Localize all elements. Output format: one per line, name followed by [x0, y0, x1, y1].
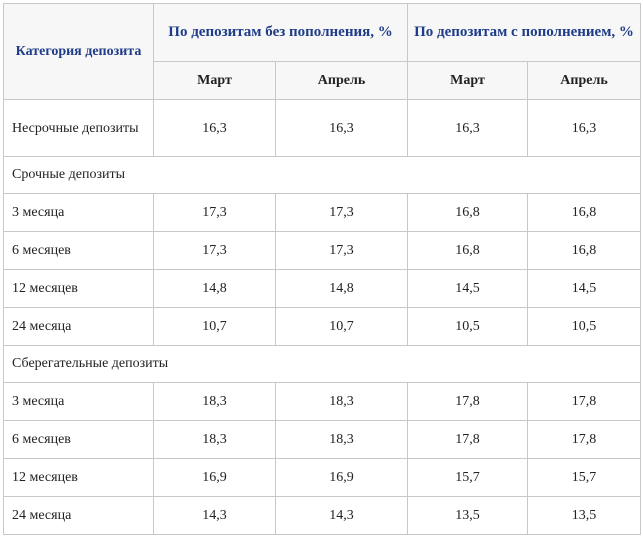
header-month: Апрель: [275, 61, 408, 100]
rate-cell: 16,9: [153, 458, 276, 497]
rate-cell: 18,3: [275, 382, 408, 421]
section-row: Срочные депозиты: [3, 156, 641, 194]
row-label: 3 месяца: [3, 382, 154, 421]
rate-cell: 15,7: [407, 458, 528, 497]
rate-cell: 10,7: [275, 307, 408, 346]
rate-cell: 17,8: [407, 382, 528, 421]
header-group-with-topup: По депозитам с пополнением, %: [407, 3, 641, 62]
section-row: Сберегательные депозиты: [3, 345, 641, 383]
rate-cell: 16,8: [407, 231, 528, 270]
rate-cell: 17,3: [275, 193, 408, 232]
header-month: Март: [407, 61, 528, 100]
table-row: 3 месяца 17,3 17,3 16,8 16,8: [3, 193, 641, 232]
rate-cell: 17,3: [275, 231, 408, 270]
header-category: Категория депозита: [3, 3, 154, 100]
table-row: 24 месяца 10,7 10,7 10,5 10,5: [3, 307, 641, 346]
table-row: Несрочные депозиты 16,3 16,3 16,3 16,3: [3, 99, 641, 157]
rate-cell: 17,8: [527, 420, 641, 459]
rate-cell: 13,5: [407, 496, 528, 535]
rate-cell: 16,3: [153, 99, 276, 157]
rate-cell: 15,7: [527, 458, 641, 497]
section-title-term: Срочные депозиты: [3, 156, 641, 194]
rate-cell: 14,3: [275, 496, 408, 535]
row-label: 24 месяца: [3, 307, 154, 346]
rate-cell: 16,8: [407, 193, 528, 232]
row-label: 3 месяца: [3, 193, 154, 232]
rate-cell: 16,3: [275, 99, 408, 157]
row-label: 24 месяца: [3, 496, 154, 535]
rate-cell: 10,5: [527, 307, 641, 346]
rate-cell: 17,3: [153, 231, 276, 270]
rate-cell: 18,3: [275, 420, 408, 459]
header-month: Март: [153, 61, 276, 100]
rate-cell: 16,3: [527, 99, 641, 157]
rate-cell: 14,3: [153, 496, 276, 535]
deposit-rates-table: Категория депозита По депозитам без попо…: [3, 3, 641, 535]
row-label: Несрочные депозиты: [3, 99, 154, 157]
table-row: 6 месяцев 17,3 17,3 16,8 16,8: [3, 231, 641, 270]
row-label: 6 месяцев: [3, 420, 154, 459]
row-label: 12 месяцев: [3, 458, 154, 497]
rate-cell: 14,5: [527, 269, 641, 308]
rate-cell: 18,3: [153, 382, 276, 421]
rate-cell: 16,8: [527, 231, 641, 270]
header-month: Апрель: [527, 61, 641, 100]
rate-cell: 14,8: [275, 269, 408, 308]
rate-cell: 14,8: [153, 269, 276, 308]
header-group-without-topup: По депозитам без пополнения, %: [153, 3, 408, 62]
table-row: 3 месяца 18,3 18,3 17,8 17,8: [3, 382, 641, 421]
rate-cell: 10,5: [407, 307, 528, 346]
table-row: 24 месяца 14,3 14,3 13,5 13,5: [3, 496, 641, 535]
rate-cell: 17,8: [407, 420, 528, 459]
rate-cell: 17,8: [527, 382, 641, 421]
table-row: 6 месяцев 18,3 18,3 17,8 17,8: [3, 420, 641, 459]
rate-cell: 16,8: [527, 193, 641, 232]
rate-cell: 13,5: [527, 496, 641, 535]
rate-cell: 14,5: [407, 269, 528, 308]
table-row: 12 месяцев 14,8 14,8 14,5 14,5: [3, 269, 641, 308]
rate-cell: 16,9: [275, 458, 408, 497]
rate-cell: 16,3: [407, 99, 528, 157]
row-label: 6 месяцев: [3, 231, 154, 270]
row-label: 12 месяцев: [3, 269, 154, 308]
rate-cell: 18,3: [153, 420, 276, 459]
rate-cell: 10,7: [153, 307, 276, 346]
section-title-savings: Сберегательные депозиты: [3, 345, 641, 383]
rate-cell: 17,3: [153, 193, 276, 232]
table-row: 12 месяцев 16,9 16,9 15,7 15,7: [3, 458, 641, 497]
